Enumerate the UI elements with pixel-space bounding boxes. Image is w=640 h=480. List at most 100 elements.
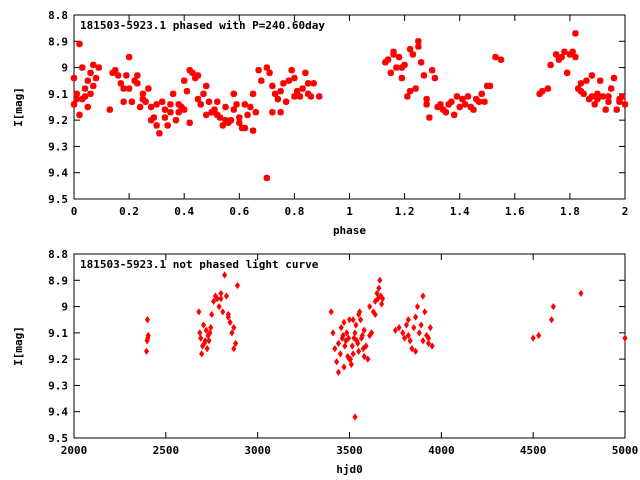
data-point bbox=[269, 82, 276, 90]
y-tick-label: 9.1 bbox=[48, 88, 68, 101]
data-point bbox=[196, 308, 202, 316]
data-point bbox=[315, 93, 323, 100]
y-tick-label: 8.8 bbox=[48, 248, 68, 261]
data-point bbox=[577, 88, 585, 95]
data-point bbox=[249, 127, 257, 134]
data-point bbox=[150, 114, 158, 121]
data-point bbox=[341, 318, 347, 326]
data-point bbox=[299, 85, 306, 92]
data-point bbox=[172, 116, 180, 124]
data-point bbox=[428, 67, 436, 74]
data-point bbox=[310, 80, 317, 87]
data-point bbox=[420, 337, 426, 345]
data-point bbox=[90, 82, 97, 90]
x-tick-label: 1.4 bbox=[450, 205, 470, 218]
data-point bbox=[296, 93, 304, 100]
data-point bbox=[390, 51, 397, 58]
data-point bbox=[167, 101, 174, 108]
data-point bbox=[200, 321, 207, 329]
data-point bbox=[214, 98, 221, 105]
data-point bbox=[198, 334, 204, 342]
x-tick-label: 4500 bbox=[520, 444, 547, 457]
x-tick-label: 1 bbox=[346, 205, 353, 218]
data-point bbox=[90, 61, 97, 69]
data-point bbox=[207, 329, 213, 337]
data-point bbox=[334, 358, 340, 366]
data-point bbox=[594, 90, 601, 98]
data-point bbox=[87, 90, 94, 98]
data-point bbox=[563, 69, 571, 77]
data-point bbox=[572, 30, 579, 37]
data-point bbox=[403, 321, 410, 329]
data-point bbox=[497, 56, 505, 63]
data-point bbox=[231, 324, 237, 332]
data-point bbox=[291, 74, 298, 82]
data-point bbox=[147, 116, 155, 124]
data-point bbox=[208, 109, 215, 116]
data-point bbox=[234, 281, 241, 290]
data-point bbox=[377, 276, 383, 284]
data-point bbox=[363, 342, 369, 350]
data-point bbox=[462, 101, 469, 108]
data-point bbox=[367, 302, 373, 311]
data-points bbox=[70, 30, 629, 182]
data-point bbox=[588, 93, 596, 100]
data-point bbox=[450, 111, 458, 119]
data-point bbox=[194, 72, 202, 79]
x-tick-label: 0.6 bbox=[229, 205, 249, 218]
data-point bbox=[577, 80, 585, 87]
x-tick-label: 3500 bbox=[336, 444, 363, 457]
data-point bbox=[271, 90, 279, 98]
data-point bbox=[376, 284, 382, 292]
data-point bbox=[356, 310, 362, 319]
data-point bbox=[365, 355, 371, 363]
data-point bbox=[427, 324, 433, 332]
data-point bbox=[131, 77, 138, 84]
data-point bbox=[120, 98, 127, 105]
data-point bbox=[344, 329, 350, 337]
data-point bbox=[552, 51, 560, 58]
data-point bbox=[395, 53, 403, 61]
data-point bbox=[340, 331, 346, 340]
data-point bbox=[123, 72, 130, 79]
data-point bbox=[192, 74, 199, 82]
y-axis-label: I[mag] bbox=[12, 326, 25, 366]
data-point bbox=[470, 106, 477, 113]
data-point bbox=[203, 82, 210, 90]
data-point bbox=[220, 308, 226, 316]
x-tick-label: 0 bbox=[71, 205, 78, 218]
data-point bbox=[134, 80, 141, 87]
data-point bbox=[199, 350, 205, 358]
data-point bbox=[125, 85, 133, 92]
chart-panel-2: 2000 2500 3000 3500 4000 4500 5000 8.8 8.9 9 9.1 9.… bbox=[12, 248, 638, 476]
data-point bbox=[194, 95, 202, 103]
data-point bbox=[342, 342, 348, 350]
data-point bbox=[407, 337, 413, 345]
data-point bbox=[145, 85, 152, 92]
data-point bbox=[445, 101, 452, 108]
data-point bbox=[467, 103, 474, 111]
data-point bbox=[384, 56, 392, 63]
data-point bbox=[400, 329, 406, 337]
data-point bbox=[361, 326, 367, 334]
data-point bbox=[227, 318, 233, 326]
data-point bbox=[437, 101, 444, 108]
data-point bbox=[420, 292, 426, 300]
data-point bbox=[569, 48, 576, 55]
data-point bbox=[412, 85, 419, 92]
data-point bbox=[84, 77, 91, 84]
data-point bbox=[181, 77, 188, 84]
data-point bbox=[335, 339, 342, 347]
data-point bbox=[423, 101, 430, 108]
x-tick-label: 1.8 bbox=[560, 205, 580, 218]
data-point bbox=[161, 114, 169, 121]
data-point bbox=[405, 316, 411, 324]
data-point bbox=[139, 95, 147, 103]
data-point bbox=[411, 324, 417, 332]
data-point bbox=[350, 350, 356, 358]
data-point bbox=[439, 106, 447, 113]
data-point bbox=[81, 93, 89, 100]
data-point bbox=[218, 289, 224, 298]
chart-panel-1: 0 0.2 0.4 0.6 0.8 1 1.2 1.4 1.6 1.8 2 8.8 8.9 9 9.1 9.2… bbox=[12, 9, 628, 237]
data-point bbox=[197, 101, 204, 108]
